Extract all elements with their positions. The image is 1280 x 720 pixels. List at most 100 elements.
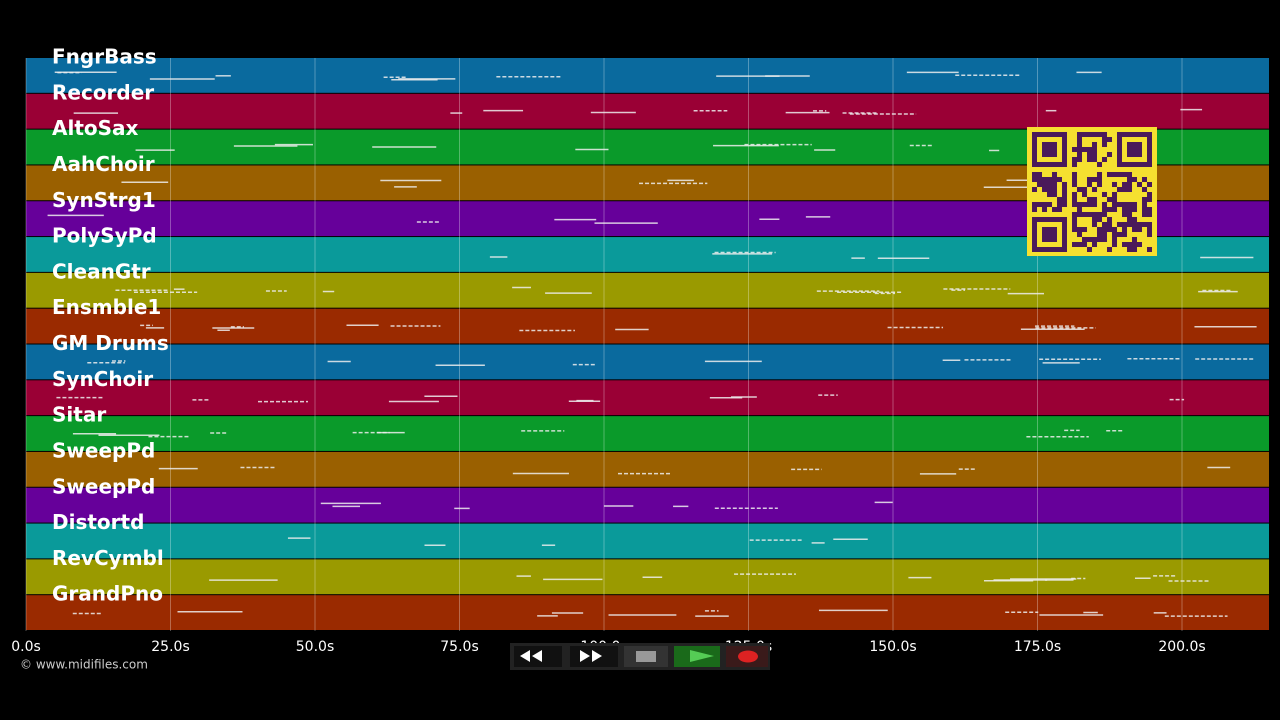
qr-cell: [1082, 132, 1087, 137]
qr-cell: [1147, 212, 1152, 217]
qr-cell: [1077, 152, 1082, 157]
qr-cell: [1132, 147, 1137, 152]
qr-cell: [1122, 212, 1127, 217]
qr-cell: [1042, 162, 1047, 167]
qr-cell: [1127, 242, 1132, 247]
track-label: CleanGtr: [52, 259, 151, 283]
qr-cell: [1132, 222, 1137, 227]
qr-cell: [1032, 232, 1037, 237]
qr-cell: [1032, 132, 1037, 137]
qr-cell: [1032, 227, 1037, 232]
qr-cell: [1032, 137, 1037, 142]
qr-cell: [1132, 242, 1137, 247]
track-label: FngrBass: [52, 45, 157, 69]
qr-cell: [1087, 157, 1092, 162]
qr-cell: [1097, 182, 1102, 187]
qr-cell: [1107, 217, 1112, 222]
track-label: Sitar: [52, 403, 106, 427]
forward-button[interactable]: [570, 646, 618, 667]
qr-cell: [1047, 177, 1052, 182]
rewind-button[interactable]: [514, 646, 562, 667]
credit: © www.midifiles.com: [20, 658, 148, 672]
qr-cell: [1097, 162, 1102, 167]
qr-cell: [1097, 217, 1102, 222]
qr-cell: [1102, 222, 1107, 227]
qr-cell: [1102, 227, 1107, 232]
track-label: PolySyPd: [52, 224, 157, 248]
qr-cell: [1112, 197, 1117, 202]
qr-cell: [1112, 242, 1117, 247]
qr-cell: [1102, 157, 1107, 162]
qr-cell: [1077, 242, 1082, 247]
qr-cell: [1127, 217, 1132, 222]
qr-cell: [1092, 177, 1097, 182]
qr-cell: [1032, 242, 1037, 247]
qr-cell: [1062, 242, 1067, 247]
lane: [26, 272, 1269, 308]
qr-cell: [1072, 222, 1077, 227]
qr-cell: [1057, 132, 1062, 137]
qr-cell: [1147, 142, 1152, 147]
play-button[interactable]: [674, 646, 720, 667]
qr-cell: [1052, 217, 1057, 222]
qr-cell: [1097, 227, 1102, 232]
qr-cell: [1092, 152, 1097, 157]
record-icon: [738, 650, 758, 663]
qr-cell: [1042, 152, 1047, 157]
qr-cell: [1077, 137, 1082, 142]
qr-cell: [1117, 232, 1122, 237]
qr-cell: [1087, 152, 1092, 157]
qr-cell: [1142, 177, 1147, 182]
qr-cell: [1047, 162, 1052, 167]
qr-cell: [1097, 172, 1102, 177]
qr-cell: [1072, 157, 1077, 162]
record-button[interactable]: [726, 646, 768, 667]
qr-cell: [1077, 212, 1082, 217]
forward-icon: [580, 650, 602, 662]
lane: [26, 93, 1269, 129]
qr-cell: [1052, 177, 1057, 182]
qr-cell: [1147, 247, 1152, 252]
qr-cell: [1062, 147, 1067, 152]
qr-cell: [1052, 227, 1057, 232]
track-label: GM Drums: [52, 331, 169, 355]
qr-cell: [1122, 187, 1127, 192]
qr-cell: [1032, 247, 1037, 252]
qr-cell: [1052, 187, 1057, 192]
qr-cell: [1142, 162, 1147, 167]
qr-cell: [1102, 207, 1107, 212]
qr-cell: [1112, 207, 1117, 212]
time-tick-label: 75.0s: [440, 639, 478, 655]
qr-cell: [1072, 217, 1077, 222]
qr-cell: [1032, 152, 1037, 157]
transport-controls: [510, 643, 770, 670]
qr-cell: [1112, 232, 1117, 237]
qr-cell: [1057, 162, 1062, 167]
time-tick-label: 0.0s: [11, 639, 41, 655]
qr-cell: [1057, 197, 1062, 202]
track-label: Ensmble1: [52, 295, 161, 319]
qr-cell: [1117, 172, 1122, 177]
qr-cell: [1147, 132, 1152, 137]
qr-cell: [1107, 207, 1112, 212]
qr-cell: [1077, 187, 1082, 192]
qr-cell: [1087, 132, 1092, 137]
qr-cell: [1042, 132, 1047, 137]
qr-cell: [1047, 217, 1052, 222]
qr-cell: [1137, 162, 1142, 167]
qr-cell: [1077, 207, 1082, 212]
qr-cell: [1047, 142, 1052, 147]
qr-cell: [1082, 242, 1087, 247]
qr-cell: [1147, 207, 1152, 212]
qr-cell: [1147, 222, 1152, 227]
stop-button[interactable]: [624, 646, 668, 667]
qr-cell: [1052, 147, 1057, 152]
qr-cell: [1092, 147, 1097, 152]
qr-cell: [1062, 227, 1067, 232]
qr-cell: [1117, 187, 1122, 192]
qr-cell: [1032, 157, 1037, 162]
qr-cell: [1127, 142, 1132, 147]
qr-cell: [1057, 217, 1062, 222]
qr-cell: [1092, 157, 1097, 162]
qr-cell: [1097, 212, 1102, 217]
